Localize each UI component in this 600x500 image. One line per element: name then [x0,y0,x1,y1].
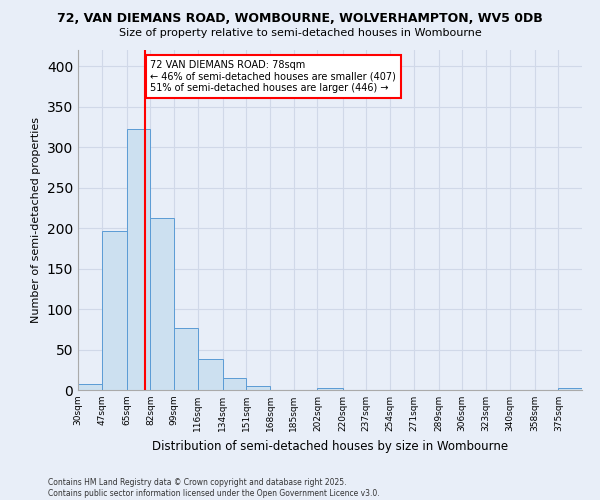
Text: 72, VAN DIEMANS ROAD, WOMBOURNE, WOLVERHAMPTON, WV5 0DB: 72, VAN DIEMANS ROAD, WOMBOURNE, WOLVERH… [57,12,543,26]
Bar [174,328,198,390]
Bar [317,388,343,390]
Bar [223,378,247,390]
Bar [247,386,270,390]
Bar [198,359,223,390]
Y-axis label: Number of semi-detached properties: Number of semi-detached properties [31,117,41,323]
Bar [151,218,174,390]
Bar [101,232,127,390]
Bar [559,388,582,390]
X-axis label: Distribution of semi-detached houses by size in Wombourne: Distribution of semi-detached houses by … [152,440,508,452]
Text: Size of property relative to semi-detached houses in Wombourne: Size of property relative to semi-detach… [119,28,481,38]
Text: Contains HM Land Registry data © Crown copyright and database right 2025.
Contai: Contains HM Land Registry data © Crown c… [48,478,380,498]
Bar [78,384,101,390]
Text: 72 VAN DIEMANS ROAD: 78sqm
← 46% of semi-detached houses are smaller (407)
51% o: 72 VAN DIEMANS ROAD: 78sqm ← 46% of semi… [151,60,396,93]
Bar [127,130,151,390]
